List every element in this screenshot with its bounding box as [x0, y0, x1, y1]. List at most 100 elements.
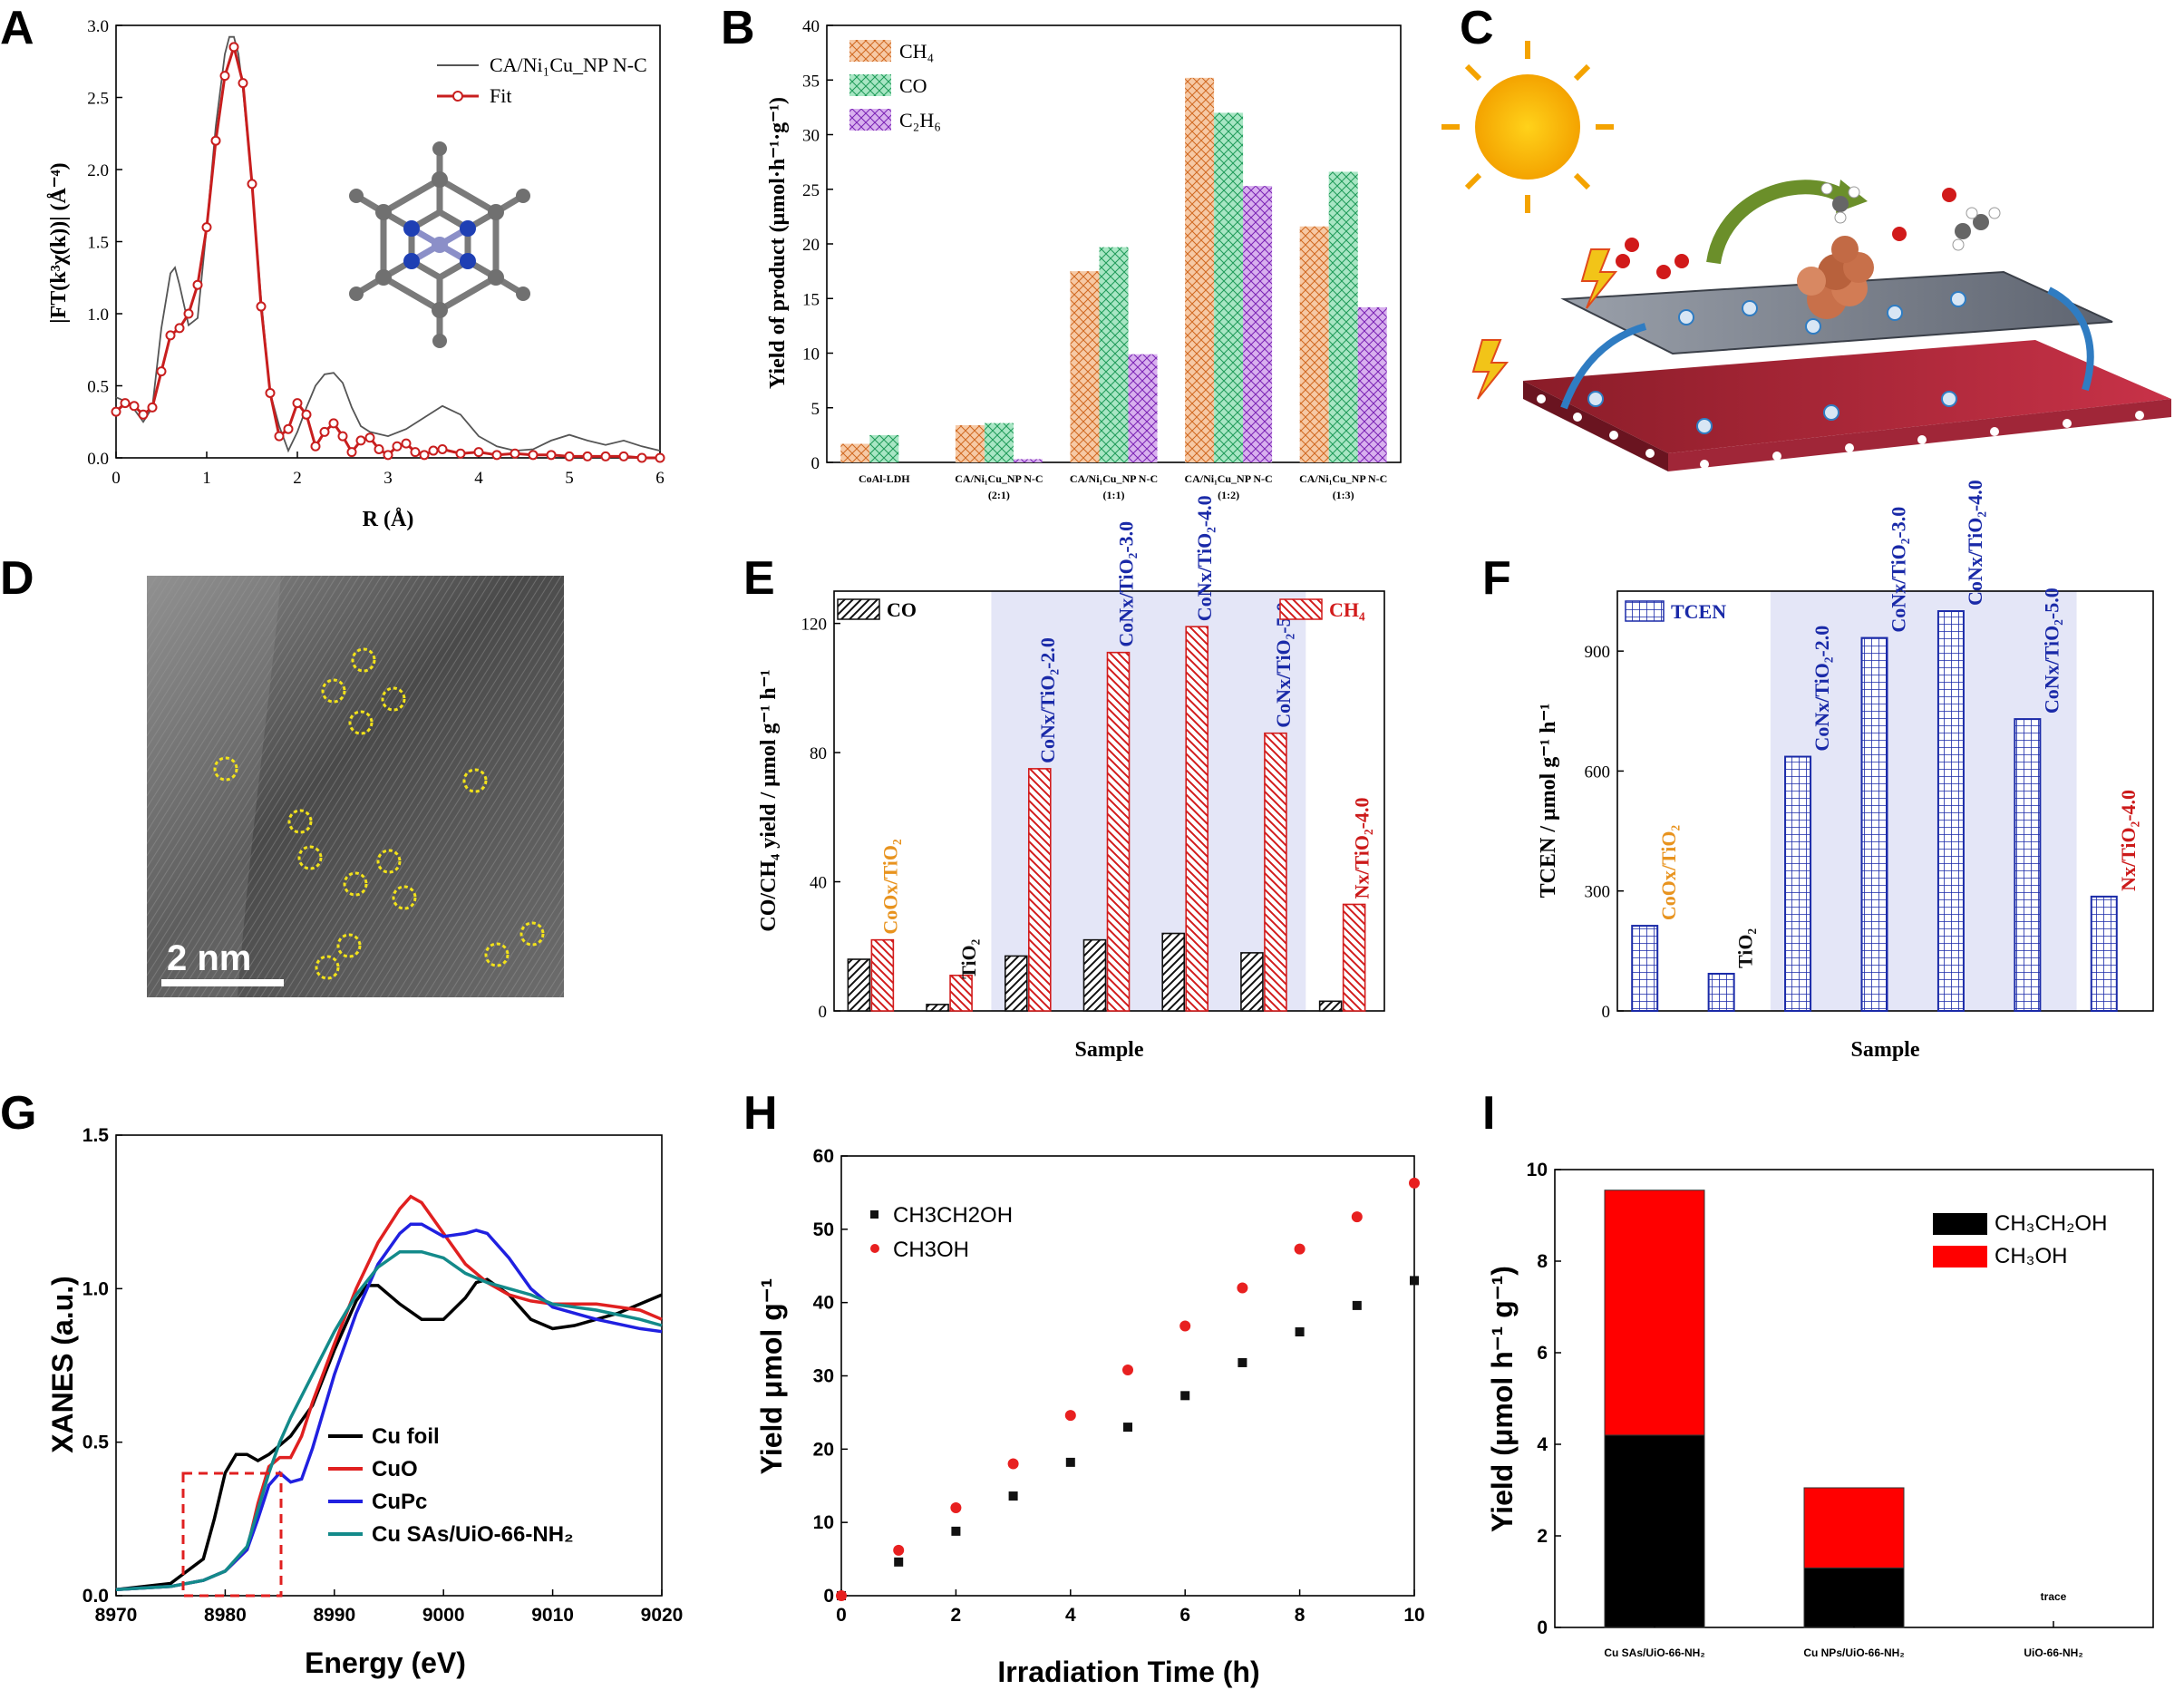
data-point	[1352, 1300, 1362, 1310]
panel-label-c: C	[1460, 2, 1494, 54]
y-tick-label: 50	[813, 1219, 834, 1240]
copper-cluster	[1797, 236, 1874, 319]
category-label: CoNx/TiO₂-4.0	[1964, 480, 1986, 606]
chart-b: 0 5 10 15 20 25 30 35 40 CoAl-LDH CA/Ni₁Cu_NP N-C (…	[766, 17, 1402, 501]
series-line	[115, 35, 661, 453]
bar	[1240, 952, 1264, 1012]
panel-label-h: H	[743, 1087, 778, 1140]
annotation-label: trace	[2041, 1590, 2067, 1603]
y-tick-label: 8	[1537, 1251, 1548, 1272]
data-point	[636, 452, 647, 463]
x-tick-label: 8	[1295, 1605, 1306, 1626]
data-point	[183, 308, 194, 319]
x-tick-label: 9000	[422, 1605, 465, 1626]
bar	[926, 1004, 949, 1012]
bar	[1936, 610, 1965, 1012]
bar	[1328, 171, 1358, 462]
series-line	[115, 1277, 663, 1591]
bar	[1128, 354, 1158, 462]
substrate-slab	[1523, 340, 2171, 453]
data-point	[836, 1590, 847, 1601]
category-label: CoOx/TiO₂	[878, 839, 901, 935]
x-tick-label: 1	[202, 469, 211, 488]
chart-e: 0 40 80 120 CoOx/TiO₂ TiO₂ CoNx/TiO₂-2.0 CoNx/T…	[757, 495, 1385, 1062]
data-point	[147, 402, 158, 413]
y-tick-label: 0	[819, 1003, 828, 1022]
bar	[870, 938, 895, 1012]
y-tick-label: 0	[811, 454, 820, 473]
hydrocarbon-molecules	[1832, 196, 1989, 239]
bar	[1357, 306, 1387, 462]
sun-icon	[1441, 41, 1614, 213]
y-axis-label: CO/CH₄ yield / μmol g⁻¹ h⁻¹	[757, 669, 781, 931]
y-tick-label: 600	[1585, 762, 1611, 782]
data-point	[355, 435, 366, 446]
data-point	[328, 418, 339, 429]
legend-marker	[870, 1244, 879, 1253]
data-point	[247, 179, 257, 189]
legend-label: Cu SAs/UiO-66-NH₂	[372, 1522, 574, 1547]
bar	[1161, 932, 1186, 1012]
data-point	[374, 443, 384, 454]
y-tick-label: 0	[823, 1586, 834, 1607]
data-point	[1294, 1243, 1306, 1255]
category-label: TiO₂	[957, 938, 980, 979]
bar	[984, 422, 1014, 462]
x-tick-label: 6	[655, 469, 665, 488]
data-point	[437, 443, 448, 454]
x-tick-label: 0	[112, 469, 121, 488]
legend-swatch	[1933, 1246, 1987, 1268]
y-axis-label: TCEN / μmol g⁻¹ h⁻¹	[1537, 704, 1560, 898]
data-point	[564, 451, 575, 461]
x-axis-label: Sample	[1850, 1038, 1919, 1062]
zoom-box	[181, 1471, 283, 1598]
y-tick-label: 5	[811, 400, 820, 419]
y-tick-label: 2.0	[87, 161, 109, 180]
bar	[1070, 271, 1100, 462]
bar	[1185, 77, 1215, 462]
y-tick-label: 20	[813, 1439, 834, 1460]
data-point	[410, 447, 421, 458]
category-label: CoNx/TiO₂-4.0	[1193, 495, 1216, 621]
plot-frame	[115, 24, 661, 459]
category-label: CoNx/TiO₂-5.0	[2040, 588, 2063, 714]
data-point	[951, 1526, 961, 1536]
panel-label-d: D	[0, 552, 34, 605]
legend-label: CH₃OH	[1995, 1244, 2067, 1268]
legend-swatch	[1279, 598, 1323, 620]
data-point	[283, 423, 294, 434]
category-label: CoAl-LDH	[859, 472, 910, 485]
y-tick-label: 3.0	[87, 17, 109, 36]
category-label: (1:2)	[1218, 489, 1239, 501]
scale-bar-label: 2 nm	[167, 938, 251, 978]
data-point	[192, 279, 203, 290]
data-point	[383, 450, 393, 461]
data-point	[1179, 1320, 1191, 1332]
category-label: Cu SAs/UiO-66-NH₂	[1604, 1646, 1704, 1659]
molecule-inset	[349, 141, 530, 348]
y-tick-label: 0	[1602, 1003, 1611, 1022]
bar	[1185, 626, 1209, 1012]
legend-label: CH3CH2OH	[893, 1203, 1013, 1228]
x-tick-label: 2	[293, 469, 302, 488]
data-point	[138, 409, 149, 420]
bar	[869, 434, 899, 462]
data-point	[1123, 1423, 1132, 1433]
y-tick-label: 300	[1585, 883, 1611, 902]
single-atom-markers	[213, 647, 545, 980]
category-label: (1:3)	[1333, 489, 1354, 501]
category-label: CoNx/TiO₂-3.0	[1115, 521, 1138, 647]
y-tick-label: 1.5	[83, 1125, 110, 1146]
data-point	[319, 426, 330, 437]
data-point	[1238, 1357, 1247, 1367]
y-tick-label: 120	[801, 616, 828, 635]
x-tick-label: 5	[565, 469, 574, 488]
category-label: Nx/TiO₂-4.0	[2117, 790, 2140, 891]
y-axis-label: |FT(k³χ(k))| (Å⁻⁴)	[47, 162, 71, 323]
y-tick-label: 10	[1527, 1160, 1548, 1180]
category-label: CA/Ni₁Cu_NP N-C	[1070, 472, 1158, 485]
bar	[1099, 247, 1129, 462]
data-point	[346, 447, 357, 458]
bar	[1013, 459, 1043, 462]
x-tick-label: 8980	[204, 1605, 247, 1626]
